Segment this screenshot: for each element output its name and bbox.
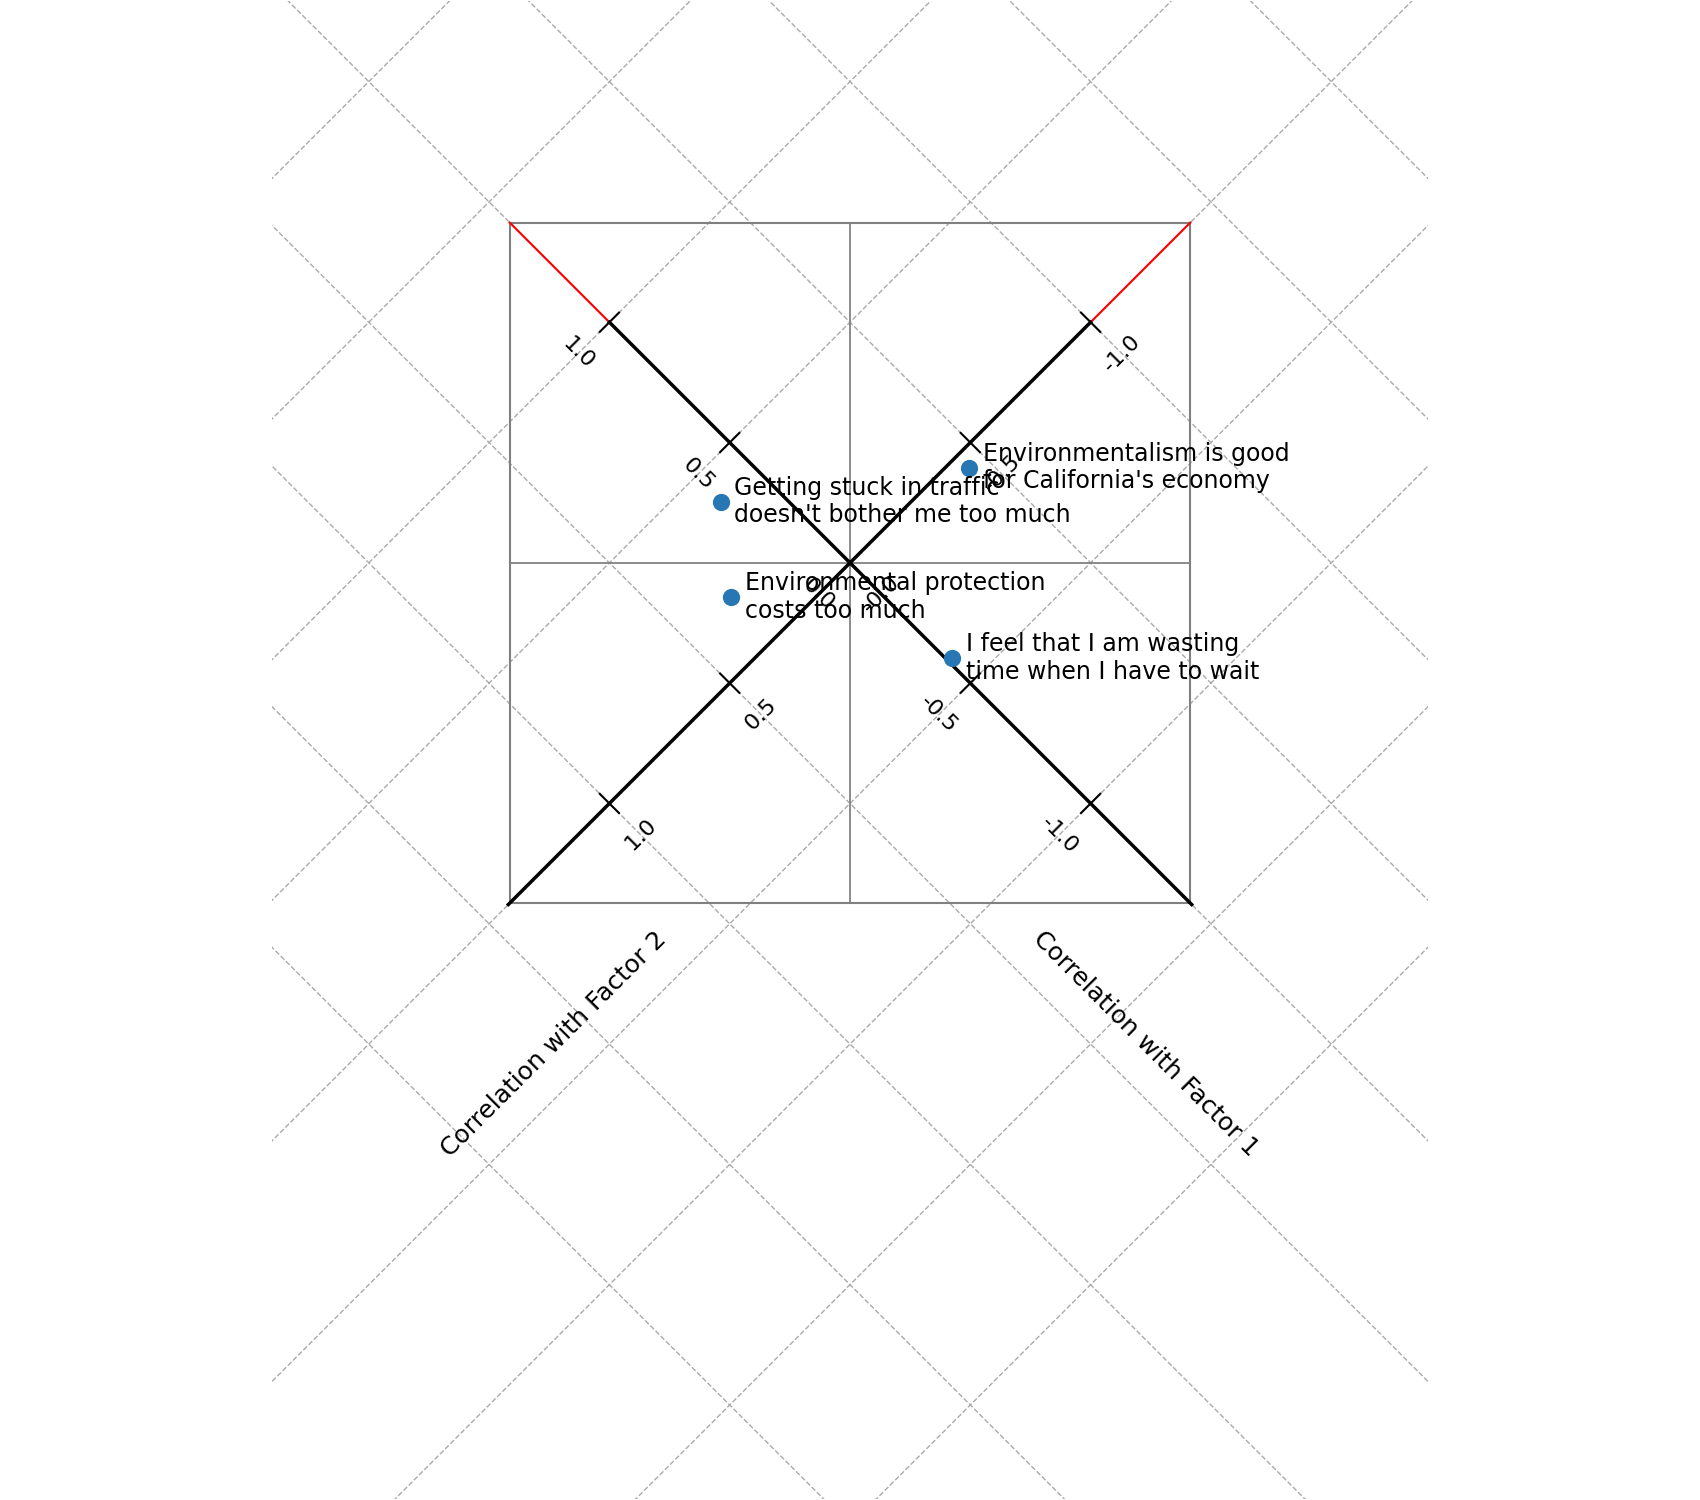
Text: 0.0: 0.0 [799, 574, 838, 614]
Bar [510, 222, 1190, 903]
Point [938, 646, 966, 670]
Text: Getting stuck in traffic
doesn't bother me too much: Getting stuck in traffic doesn't bother … [734, 476, 1071, 528]
Text: I feel that I am wasting
time when I have to wait: I feel that I am wasting time when I hav… [966, 632, 1260, 684]
Text: -0.5: -0.5 [916, 692, 962, 736]
Text: Environmental protection
costs too much: Environmental protection costs too much [745, 572, 1046, 622]
Text: Correlation with Factor 2: Correlation with Factor 2 [437, 927, 672, 1161]
Point [955, 456, 983, 480]
Text: Correlation with Factor 1: Correlation with Factor 1 [1028, 927, 1263, 1161]
Text: 0.5: 0.5 [741, 694, 780, 734]
Text: -1.0: -1.0 [1100, 332, 1144, 376]
Text: -0.5: -0.5 [979, 452, 1023, 497]
Text: -0.0: -0.0 [858, 572, 904, 616]
Text: 1.0: 1.0 [620, 815, 660, 855]
Point [717, 585, 745, 609]
Text: Environmentalism is good
for California's economy: Environmentalism is good for California'… [983, 441, 1289, 494]
Text: -1.0: -1.0 [1037, 813, 1081, 856]
Point [707, 489, 734, 513]
Text: 0.5: 0.5 [678, 454, 717, 494]
Text: 1.0: 1.0 [559, 334, 598, 374]
